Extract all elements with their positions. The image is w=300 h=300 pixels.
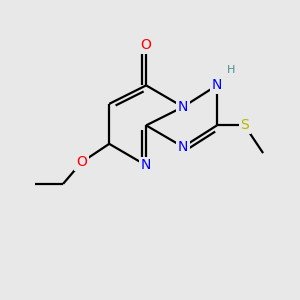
Text: S: S: [240, 118, 249, 132]
Text: N: N: [212, 78, 222, 92]
Text: O: O: [141, 38, 152, 52]
Text: O: O: [76, 155, 87, 169]
Text: N: N: [141, 158, 151, 172]
Text: H: H: [226, 65, 235, 75]
Text: N: N: [178, 100, 188, 114]
Text: N: N: [178, 140, 188, 154]
